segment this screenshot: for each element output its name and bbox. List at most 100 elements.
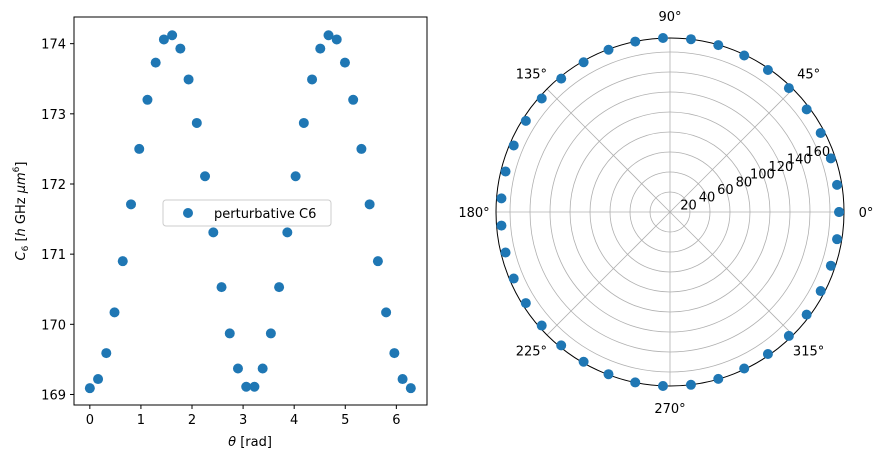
polar-ring	[649, 191, 691, 233]
polar-data-point	[508, 273, 519, 284]
data-point	[142, 94, 153, 105]
polar-ring	[509, 51, 831, 373]
polar-data-point	[815, 127, 826, 138]
polar-ring	[549, 91, 791, 333]
polar-data-point	[685, 34, 696, 45]
x-axis-label-unit: [rad]	[236, 435, 272, 450]
polar-angle-tick-label: 45°	[797, 67, 820, 82]
data-point	[364, 199, 375, 210]
polar-data-point	[832, 234, 843, 245]
polar-angle-tick-label: 90°	[658, 10, 681, 25]
y-tick-label: 172	[41, 178, 66, 193]
data-point	[290, 171, 301, 182]
polar-data-point	[713, 373, 724, 384]
polar-angle-tick-label: 315°	[793, 345, 824, 360]
data-point	[323, 30, 334, 41]
polar-data-point	[713, 40, 724, 51]
polar-spoke	[546, 211, 671, 336]
polar-angle-tick-label: 270°	[654, 402, 685, 417]
data-point	[224, 328, 235, 339]
polar-data-point	[520, 298, 531, 309]
polar-data-point	[783, 330, 794, 341]
polar-data-point	[508, 140, 519, 151]
polar-data-point	[783, 83, 794, 94]
polar-data-point	[834, 207, 845, 218]
data-point	[191, 117, 202, 128]
y-axis-label-h: h	[14, 228, 29, 236]
data-point	[315, 43, 326, 54]
polar-radial-tick-label: 120	[768, 160, 793, 175]
y-tick-label: 169	[41, 388, 66, 403]
polar-data-point	[496, 220, 507, 231]
data-point	[381, 307, 392, 318]
data-point	[183, 74, 194, 85]
polar-data-point	[657, 380, 668, 391]
y-axis-label-exponent: 6	[12, 166, 22, 172]
x-tick-label: 4	[290, 413, 298, 428]
data-point	[208, 227, 219, 238]
data-point	[405, 383, 416, 394]
polar-data-point	[825, 153, 836, 164]
polar-data-point	[762, 65, 773, 75]
polar-radial-tick-label: 40	[699, 191, 716, 206]
y-axis-label: C6 [h GHz μm6]	[12, 162, 31, 261]
polar-data-point	[658, 33, 668, 44]
polar-data-point	[630, 377, 641, 388]
polar-radial-tick-label: 100	[750, 168, 775, 183]
polar-data-point	[520, 115, 531, 126]
data-point	[167, 30, 178, 41]
polar-angle-tick-label: 135°	[516, 67, 547, 82]
data-point	[339, 57, 350, 68]
cartesian-panel: 0 1 2 3 4 5 6 169 170 171 172 173 174 perturbative …	[12, 16, 428, 450]
polar-ring	[629, 171, 711, 253]
y-axis-label-open: [	[14, 236, 29, 245]
polar-data-point	[832, 179, 843, 190]
polar-data-point	[685, 379, 696, 390]
x-tick-label: 0	[86, 413, 94, 428]
x-axis-label-symbol: θ	[228, 435, 236, 450]
data-point	[257, 363, 268, 374]
data-point	[84, 383, 95, 394]
x-tick-label: 1	[137, 413, 145, 428]
x-tick-label: 3	[239, 413, 247, 428]
y-axis-label-subscript: 6	[21, 245, 31, 251]
left-y-ticks: 169 170 171 172 173 174	[41, 38, 74, 403]
x-tick-label: 2	[188, 413, 196, 428]
polar-radial-tick-label: 80	[736, 175, 753, 190]
legend-label: perturbative C6	[214, 207, 316, 222]
y-axis-label-um: μm	[14, 172, 29, 194]
polar-data-point	[500, 166, 511, 177]
data-point	[216, 282, 227, 293]
polar-ring	[569, 111, 771, 313]
data-point	[274, 282, 285, 293]
data-point	[372, 256, 383, 267]
x-tick-label: 6	[392, 413, 400, 428]
polar-ring	[589, 131, 751, 293]
data-point	[348, 94, 359, 105]
x-axis-label: θ [rad]	[228, 435, 272, 450]
data-point	[200, 171, 211, 182]
polar-data-point	[739, 363, 750, 374]
data-point	[232, 363, 243, 374]
polar-data-point	[630, 36, 641, 47]
polar-data-point	[739, 50, 750, 61]
data-point	[109, 307, 120, 318]
data-point	[389, 348, 400, 359]
data-point	[126, 199, 137, 210]
y-axis-label-symbol: C	[14, 250, 29, 260]
data-point	[241, 381, 252, 392]
polar-spoke	[669, 211, 794, 336]
data-point	[282, 227, 293, 238]
legend-box	[162, 199, 332, 227]
polar-data-point	[536, 320, 547, 331]
polar-angle-tick-label: 180°	[458, 206, 489, 221]
polar-data-point	[762, 349, 773, 360]
data-point	[307, 74, 318, 85]
polar-data-point	[496, 193, 507, 204]
y-axis-label-close: ]	[14, 162, 29, 167]
polar-data-point	[815, 286, 826, 297]
data-point	[150, 57, 161, 68]
data-point	[265, 328, 276, 339]
